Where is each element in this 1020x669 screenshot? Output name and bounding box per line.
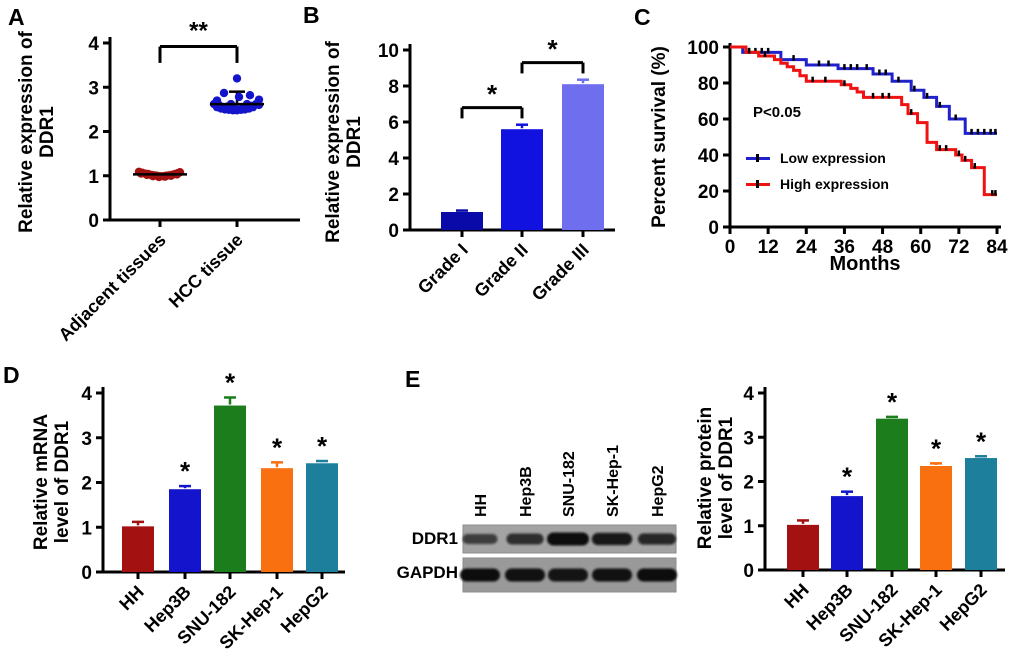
legend-line-swatch-high bbox=[746, 179, 770, 188]
panel-c-x-axis-title: Months bbox=[829, 253, 901, 275]
svg-text:3: 3 bbox=[81, 429, 92, 450]
legend-label-high: High expression bbox=[780, 176, 889, 192]
panel-e-label: E bbox=[405, 366, 421, 392]
svg-text:10: 10 bbox=[378, 41, 399, 62]
svg-text:HepG2: HepG2 bbox=[650, 465, 667, 517]
panel-c-survival-curve: 0 20 40 60 80 100 0 12 24 36 48 60 72 84 bbox=[687, 38, 1008, 258]
svg-text:*: * bbox=[487, 79, 498, 109]
svg-text:8: 8 bbox=[388, 77, 399, 98]
svg-text:2: 2 bbox=[88, 123, 99, 144]
svg-text:Adjacent tissues: Adjacent tissues bbox=[55, 230, 170, 345]
svg-text:12: 12 bbox=[758, 237, 779, 258]
svg-text:HepG2: HepG2 bbox=[936, 580, 991, 635]
svg-text:*: * bbox=[976, 426, 987, 456]
svg-text:80: 80 bbox=[698, 74, 719, 95]
panel-c-label: C bbox=[634, 4, 651, 30]
pvalue-annotation: P<0.05 bbox=[753, 104, 801, 121]
svg-text:3: 3 bbox=[743, 428, 754, 449]
blot-row-label-ddr1: DDR1 bbox=[411, 529, 458, 548]
svg-text:*: * bbox=[272, 432, 283, 462]
svg-text:*: * bbox=[887, 387, 898, 417]
survival-legend: Low expression High expression bbox=[746, 147, 889, 199]
svg-text:0: 0 bbox=[708, 218, 719, 239]
svg-text:0: 0 bbox=[388, 221, 399, 242]
svg-text:HCC tissue: HCC tissue bbox=[165, 230, 247, 312]
svg-text:1: 1 bbox=[88, 167, 99, 188]
svg-text:*: * bbox=[180, 456, 191, 486]
svg-text:40: 40 bbox=[698, 146, 719, 167]
svg-text:2: 2 bbox=[388, 185, 399, 206]
blot-row-label-gapdh: GAPDH bbox=[396, 563, 458, 582]
svg-text:*: * bbox=[317, 431, 328, 461]
svg-text:1: 1 bbox=[743, 517, 754, 538]
svg-text:SNU-182: SNU-182 bbox=[561, 451, 578, 517]
svg-text:4: 4 bbox=[88, 34, 99, 55]
svg-text:0: 0 bbox=[88, 211, 99, 232]
svg-text:HH: HH bbox=[780, 580, 813, 613]
legend-item-low-expression: Low expression bbox=[746, 147, 889, 169]
svg-text:**: ** bbox=[189, 18, 208, 45]
svg-text:*: * bbox=[842, 462, 853, 492]
panel-a-label: A bbox=[8, 4, 25, 30]
svg-text:48: 48 bbox=[872, 237, 893, 258]
svg-text:4: 4 bbox=[388, 149, 399, 170]
svg-text:2: 2 bbox=[743, 473, 754, 494]
panel-b-label: B bbox=[303, 2, 320, 28]
svg-text:Grade II: Grade II bbox=[470, 240, 532, 302]
svg-text:0: 0 bbox=[725, 237, 736, 258]
legend-label-low: Low expression bbox=[780, 150, 886, 166]
svg-text:60: 60 bbox=[698, 110, 719, 131]
svg-text:20: 20 bbox=[698, 182, 719, 203]
svg-text:SK-Hep-1: SK-Hep-1 bbox=[605, 445, 622, 517]
svg-text:3: 3 bbox=[88, 78, 99, 99]
svg-text:Grade III: Grade III bbox=[528, 240, 593, 305]
legend-line-swatch-low bbox=[746, 153, 770, 162]
panel-e-western-blot: HH Hep3B SNU-182 SK-Hep-1 HepG2 bbox=[460, 445, 677, 593]
svg-text:36: 36 bbox=[834, 237, 855, 258]
svg-text:6: 6 bbox=[388, 113, 399, 134]
svg-text:24: 24 bbox=[796, 237, 818, 258]
svg-text:*: * bbox=[931, 433, 942, 463]
svg-text:4: 4 bbox=[81, 384, 92, 405]
svg-text:2: 2 bbox=[81, 474, 92, 495]
svg-text:60: 60 bbox=[910, 237, 931, 258]
svg-text:1: 1 bbox=[81, 518, 92, 539]
svg-text:Hep3B: Hep3B bbox=[518, 466, 535, 517]
svg-text:*: * bbox=[547, 34, 558, 64]
svg-text:Grade I: Grade I bbox=[414, 240, 472, 298]
svg-text:0: 0 bbox=[81, 563, 92, 584]
svg-text:72: 72 bbox=[948, 237, 969, 258]
svg-text:HH: HH bbox=[473, 494, 490, 517]
panel-d-label: D bbox=[3, 362, 20, 388]
svg-text:HH: HH bbox=[115, 582, 148, 615]
svg-text:4: 4 bbox=[743, 384, 754, 405]
svg-text:0: 0 bbox=[743, 561, 754, 582]
svg-text:HepG2: HepG2 bbox=[277, 582, 332, 637]
svg-text:100: 100 bbox=[687, 38, 719, 59]
svg-text:84: 84 bbox=[986, 237, 1008, 258]
legend-item-high-expression: High expression bbox=[746, 173, 889, 195]
svg-text:*: * bbox=[225, 367, 236, 397]
